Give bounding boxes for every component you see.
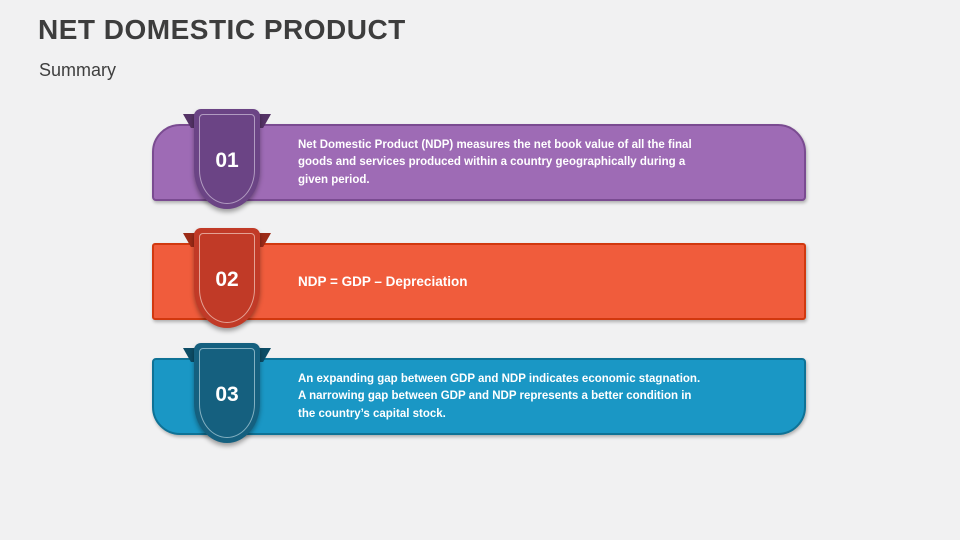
ribbon-badge-02: 02 <box>183 228 271 328</box>
shield-icon: 03 <box>194 343 260 443</box>
shield-inner-border <box>199 233 255 323</box>
badge-number: 03 <box>215 383 239 406</box>
banner-01: 01 Net Domestic Product (NDP) measures t… <box>152 109 806 209</box>
shield-inner-border <box>199 114 255 204</box>
banner-03-text: An expanding gap between GDP and NDP ind… <box>298 372 701 420</box>
badge-number: 02 <box>215 268 239 291</box>
shield-icon: 02 <box>194 228 260 328</box>
slide-title: NET DOMESTIC PRODUCT <box>38 14 406 45</box>
badge-number: 01 <box>215 149 239 172</box>
banner-03: 03 An expanding gap between GDP and NDP … <box>152 343 806 443</box>
ribbon-badge-03: 03 <box>183 343 271 443</box>
slide-subtitle: Summary <box>39 60 117 80</box>
shield-icon: 01 <box>194 109 260 209</box>
banner-02: 02 NDP = GDP – Depreciation <box>152 228 806 328</box>
ribbon-badge-01: 01 <box>183 109 271 209</box>
shield-inner-border <box>199 348 255 438</box>
banner-01-text: Net Domestic Product (NDP) measures the … <box>298 138 692 186</box>
banner-02-text: NDP = GDP – Depreciation <box>298 273 468 289</box>
